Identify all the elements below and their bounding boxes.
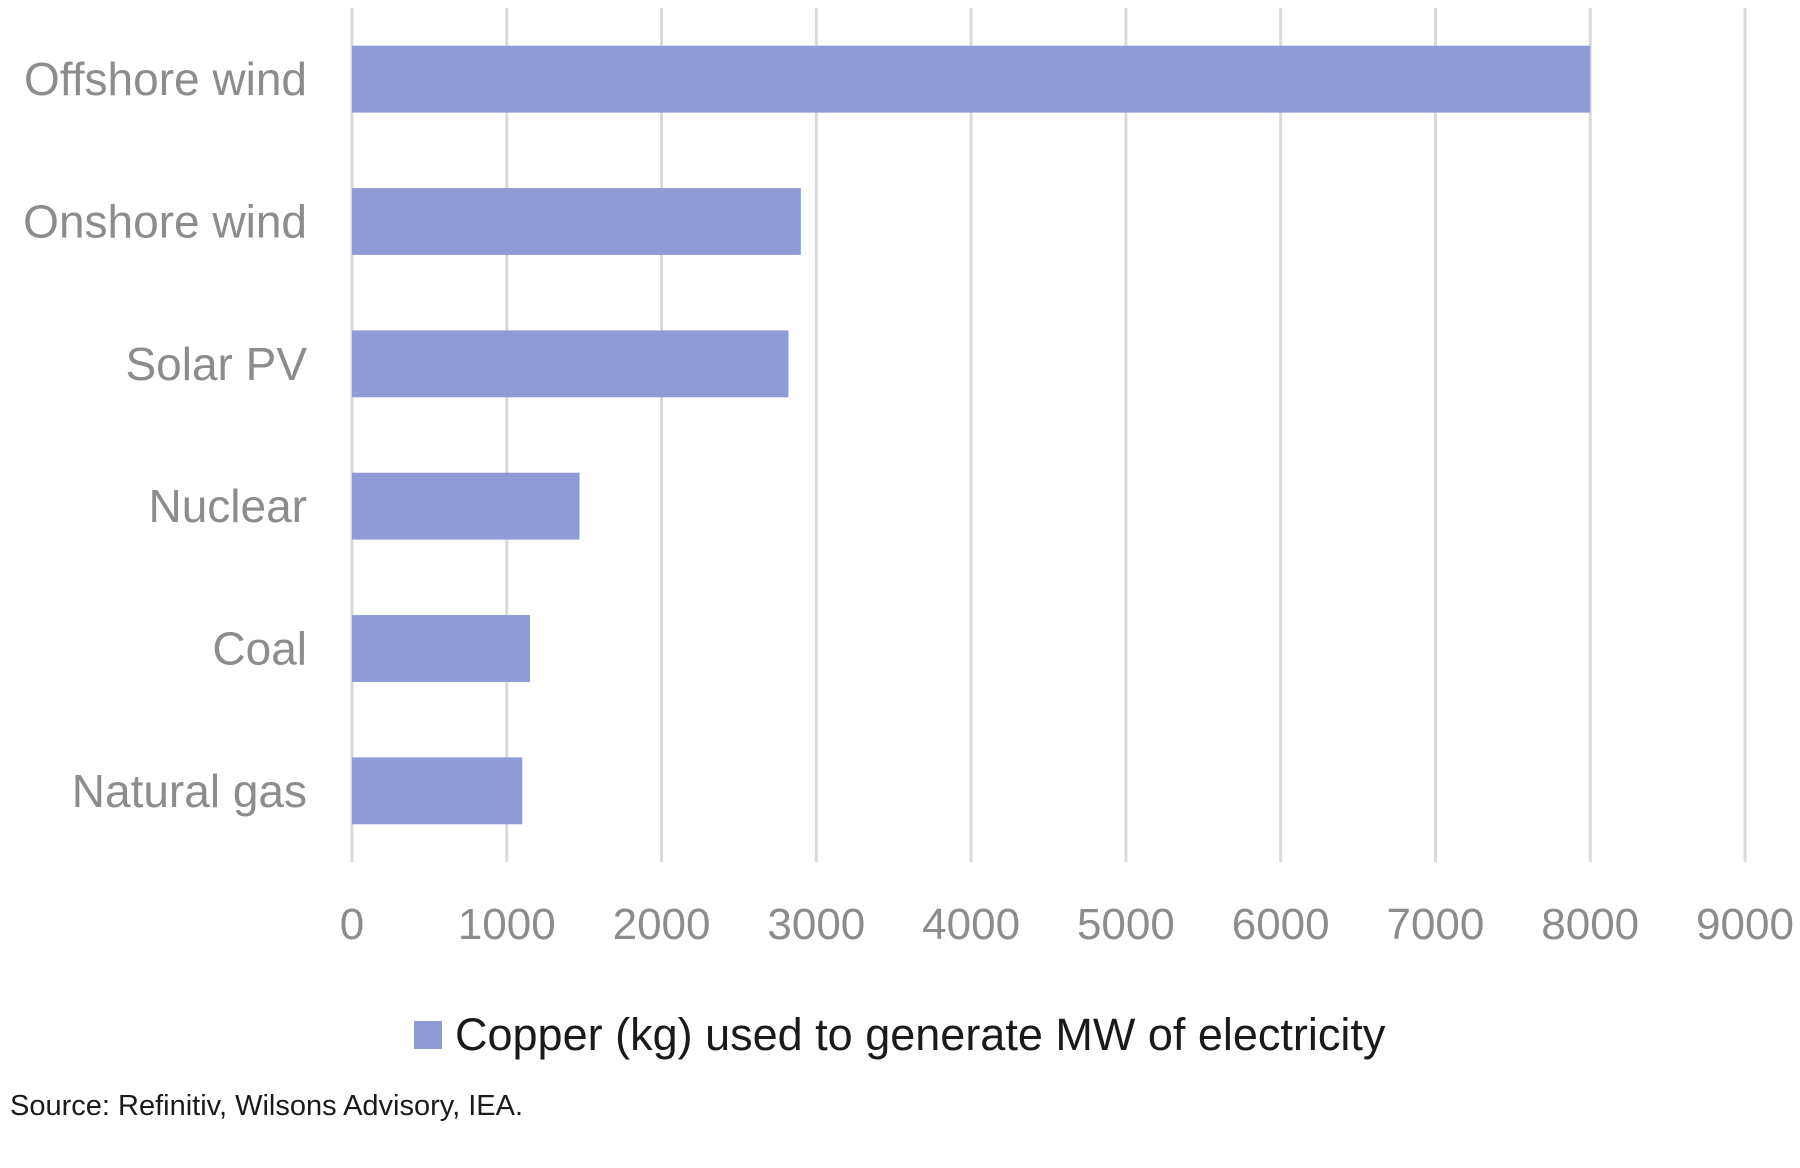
x-tick-label: 2000 xyxy=(613,900,711,949)
x-tick-label: 7000 xyxy=(1386,900,1484,949)
x-tick-label: 0 xyxy=(340,900,364,949)
category-label: Natural gas xyxy=(72,765,307,817)
bar-coal xyxy=(352,615,530,682)
category-label: Nuclear xyxy=(148,480,307,532)
legend: Copper (kg) used to generate MW of elect… xyxy=(414,1009,1386,1060)
x-tick-label: 6000 xyxy=(1232,900,1330,949)
bar-onshore-wind xyxy=(352,188,801,255)
category-label: Onshore wind xyxy=(23,196,307,248)
bar-offshore-wind xyxy=(352,45,1591,113)
x-tick-label: 8000 xyxy=(1541,900,1639,949)
bar-natural-gas xyxy=(352,757,523,825)
gridlines xyxy=(350,8,1747,862)
x-tick-label: 9000 xyxy=(1696,900,1794,949)
x-tick-label: 5000 xyxy=(1077,900,1175,949)
x-tick-label: 1000 xyxy=(458,900,556,949)
x-tick-label: 3000 xyxy=(767,900,865,949)
bars xyxy=(352,45,1591,825)
x-tick-label: 4000 xyxy=(922,900,1020,949)
category-labels: Offshore wind Onshore wind Solar PV Nuclear… xyxy=(23,53,307,817)
x-axis-tick-labels: 0 1000 2000 3000 4000 5000 6000 7000 8000 9000 xyxy=(340,900,1794,949)
category-label: Offshore wind xyxy=(24,53,307,105)
category-label: Solar PV xyxy=(125,338,307,390)
category-label: Coal xyxy=(212,623,307,675)
bar-solar-pv xyxy=(352,330,789,398)
source-note: Source: Refinitiv, Wilsons Advisory, IEA… xyxy=(10,1090,523,1122)
legend-swatch xyxy=(414,1021,442,1049)
legend-label: Copper (kg) used to generate MW of elect… xyxy=(455,1009,1386,1060)
bar-nuclear xyxy=(352,472,580,540)
